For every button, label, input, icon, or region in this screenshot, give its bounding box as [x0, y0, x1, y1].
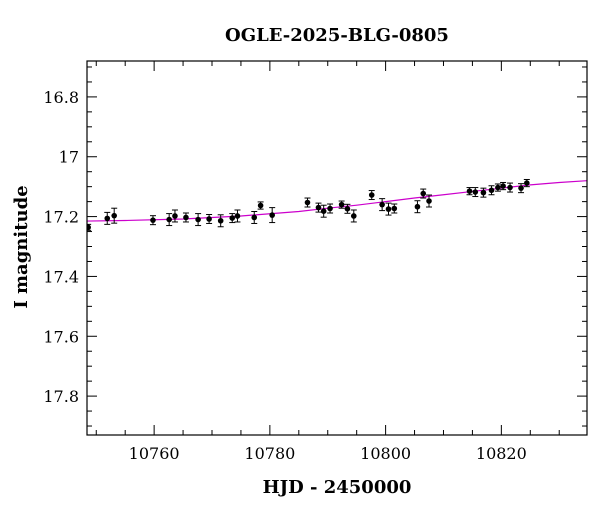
x-tick-label: 10780: [244, 444, 295, 463]
data-point-marker: [414, 203, 421, 210]
data-point-marker: [87, 224, 91, 231]
y-tick-label: 16.8: [43, 88, 79, 107]
data-point-marker: [524, 180, 530, 186]
data-point-marker: [385, 206, 392, 212]
data-point: [87, 223, 92, 231]
data-point: [426, 194, 433, 208]
data-point-marker: [166, 216, 172, 223]
data-point-marker: [466, 188, 473, 194]
data-point-marker: [391, 205, 398, 212]
data-points-layer: [87, 178, 530, 231]
data-point-marker: [195, 216, 201, 223]
data-point-marker: [500, 183, 506, 189]
data-point-marker: [350, 213, 357, 219]
y-tick-label: 17: [59, 148, 79, 167]
data-point: [171, 209, 178, 223]
data-point: [206, 213, 213, 224]
data-point-marker: [507, 184, 513, 191]
data-point: [251, 210, 258, 224]
data-point-marker: [172, 213, 178, 219]
data-point-marker: [327, 205, 333, 212]
y-tick-label: 17.8: [43, 387, 79, 406]
data-point: [269, 207, 276, 224]
data-point-marker: [495, 184, 501, 191]
data-point-marker: [338, 201, 345, 208]
data-point: [507, 182, 514, 193]
data-point-marker: [518, 185, 524, 191]
data-point: [488, 185, 495, 196]
data-point-marker: [229, 215, 236, 221]
data-point-marker: [426, 198, 432, 204]
data-point: [472, 187, 479, 198]
data-point: [257, 201, 264, 210]
plot-frame: [86, 60, 588, 436]
data-point: [494, 183, 501, 192]
data-point-marker: [480, 189, 487, 196]
data-point: [414, 200, 421, 214]
data-point-marker: [379, 201, 385, 208]
data-point-marker: [344, 206, 351, 212]
y-axis-label: I magnitude: [11, 185, 32, 308]
data-point-marker: [269, 212, 275, 218]
data-point: [304, 197, 311, 208]
data-point-marker: [320, 208, 327, 214]
data-point: [518, 183, 525, 194]
data-point: [420, 188, 427, 199]
data-point: [523, 178, 530, 188]
data-point: [182, 212, 189, 223]
data-point-marker: [488, 187, 495, 194]
data-point: [229, 213, 236, 224]
data-point: [315, 202, 322, 213]
data-point-marker: [368, 192, 375, 198]
data-point: [379, 198, 386, 212]
x-axis-label: HJD - 2450000: [263, 477, 412, 498]
data-point-marker: [304, 199, 311, 206]
data-point: [217, 214, 224, 228]
data-point: [500, 181, 507, 191]
data-point: [350, 209, 357, 223]
data-point-marker: [206, 216, 212, 222]
x-axis-ticks: 10760 10780 10800 10820: [95, 61, 560, 463]
data-point-marker: [111, 212, 117, 219]
data-point: [466, 187, 473, 196]
data-point: [149, 215, 156, 226]
chart-title: OGLE-2025-BLG-0805: [225, 25, 449, 46]
x-tick-label: 10820: [476, 444, 527, 463]
x-tick-label: 10760: [129, 444, 180, 463]
data-point-marker: [472, 189, 479, 195]
data-point-marker: [251, 214, 258, 221]
data-point: [320, 204, 327, 218]
data-point: [480, 187, 487, 198]
data-point-marker: [104, 215, 111, 222]
data-point: [344, 203, 351, 214]
data-point-marker: [234, 213, 241, 219]
x-tick-label: 10800: [360, 444, 411, 463]
y-tick-label: 17.4: [43, 267, 79, 286]
data-point: [195, 213, 202, 227]
data-point: [368, 190, 375, 201]
data-point: [327, 203, 334, 214]
data-point: [166, 213, 173, 227]
data-point-marker: [183, 214, 189, 221]
data-point: [385, 202, 392, 216]
data-point: [391, 203, 398, 214]
data-point-marker: [315, 204, 322, 211]
data-point-marker: [257, 202, 264, 209]
data-point: [234, 209, 241, 223]
y-tick-label: 17.2: [43, 208, 79, 227]
data-point: [111, 207, 118, 224]
data-point: [338, 200, 345, 209]
data-point-marker: [420, 190, 427, 197]
y-axis-ticks: 16.8 17 17.2 17.4 17.6 17.8: [43, 66, 587, 427]
data-point-marker: [150, 217, 156, 223]
data-point-marker: [217, 217, 224, 224]
y-tick-label: 17.6: [43, 327, 79, 346]
data-point: [104, 211, 111, 225]
